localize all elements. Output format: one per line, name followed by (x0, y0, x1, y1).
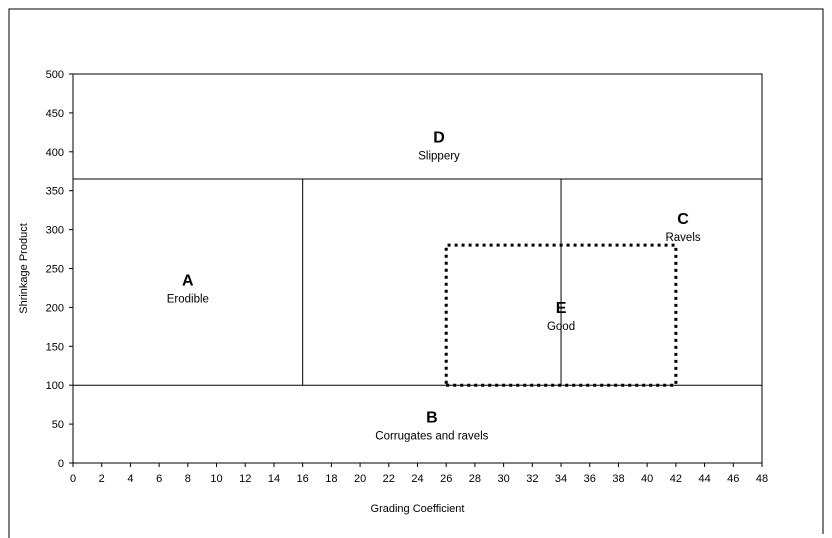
zone-label-e: Good (547, 321, 575, 333)
y-tick-label: 450 (46, 108, 64, 120)
x-tick-label: 6 (156, 473, 162, 485)
good-zone-dotted-boundary (444, 243, 678, 387)
y-tick-label: 350 (46, 186, 64, 198)
x-tick-label: 32 (526, 473, 538, 485)
y-tick-label: 300 (46, 225, 64, 237)
x-tick-label: 16 (297, 473, 309, 485)
zone-letter-d: D (433, 129, 445, 146)
x-tick-label: 4 (127, 473, 133, 485)
x-axis-ticks: 0 2 4 6 8 10 12 14 16 18 20 22 24 26 28 30 32 34 36 38 40 42 4… (70, 463, 768, 485)
x-tick-label: 12 (239, 473, 251, 485)
x-tick-label: 24 (411, 473, 423, 485)
y-tick-label: 400 (46, 147, 64, 159)
x-tick-label: 22 (383, 473, 395, 485)
y-tick-label: 0 (58, 458, 64, 470)
zone-letter-b: B (426, 410, 438, 427)
x-tick-label: 30 (498, 473, 510, 485)
zone-boundaries (73, 178, 762, 387)
x-tick-label: 8 (185, 473, 191, 485)
x-tick-label: 26 (440, 473, 452, 485)
x-tick-label: 14 (268, 473, 280, 485)
x-tick-label: 0 (70, 473, 76, 485)
x-tick-label: 42 (670, 473, 682, 485)
x-tick-label: 38 (612, 473, 624, 485)
x-tick-label: 40 (641, 473, 653, 485)
y-tick-label: 500 (46, 69, 64, 81)
x-axis-title: Grading Coefficient (371, 503, 465, 515)
zone-label-c: Ravels (665, 232, 700, 244)
x-tick-label: 10 (210, 473, 222, 485)
y-tick-label: 250 (46, 264, 64, 276)
x-tick-label: 20 (354, 473, 366, 485)
plot-area: 0 2 4 6 8 10 12 14 16 18 20 22 24 26 28 30 32 34 36 38 40 42 4… (46, 69, 768, 485)
zone-letter-c: C (677, 211, 689, 228)
x-tick-label: 34 (555, 473, 567, 485)
y-tick-label: 200 (46, 302, 64, 314)
zone-label-d: Slippery (418, 150, 460, 162)
y-tick-label: 150 (46, 341, 64, 353)
zone-labels: A Erodible B Corrugates and ravels C Ravels DS… (167, 129, 701, 442)
x-tick-label: 2 (99, 473, 105, 485)
y-axis-title: Shrinkage Product (18, 223, 30, 314)
zone-letter-e: E (556, 300, 567, 317)
x-tick-label: 46 (727, 473, 739, 485)
plot-border (72, 73, 763, 464)
x-tick-label: 18 (325, 473, 337, 485)
zone-letter-a: A (182, 273, 194, 290)
y-tick-label: 100 (46, 380, 64, 392)
x-tick-label: 36 (584, 473, 596, 485)
x-tick-label: 44 (698, 473, 710, 485)
chart-area-border (8, 8, 824, 538)
zone-label-b: Corrugates and ravels (375, 431, 488, 443)
x-tick-label: 28 (469, 473, 481, 485)
y-axis-ticks: 0 50 100 150 200 250 300 350 400 450 500 (46, 69, 73, 470)
zone-label-a: Erodible (167, 294, 209, 306)
x-tick-label: 48 (756, 473, 768, 485)
y-tick-label: 50 (52, 419, 64, 431)
